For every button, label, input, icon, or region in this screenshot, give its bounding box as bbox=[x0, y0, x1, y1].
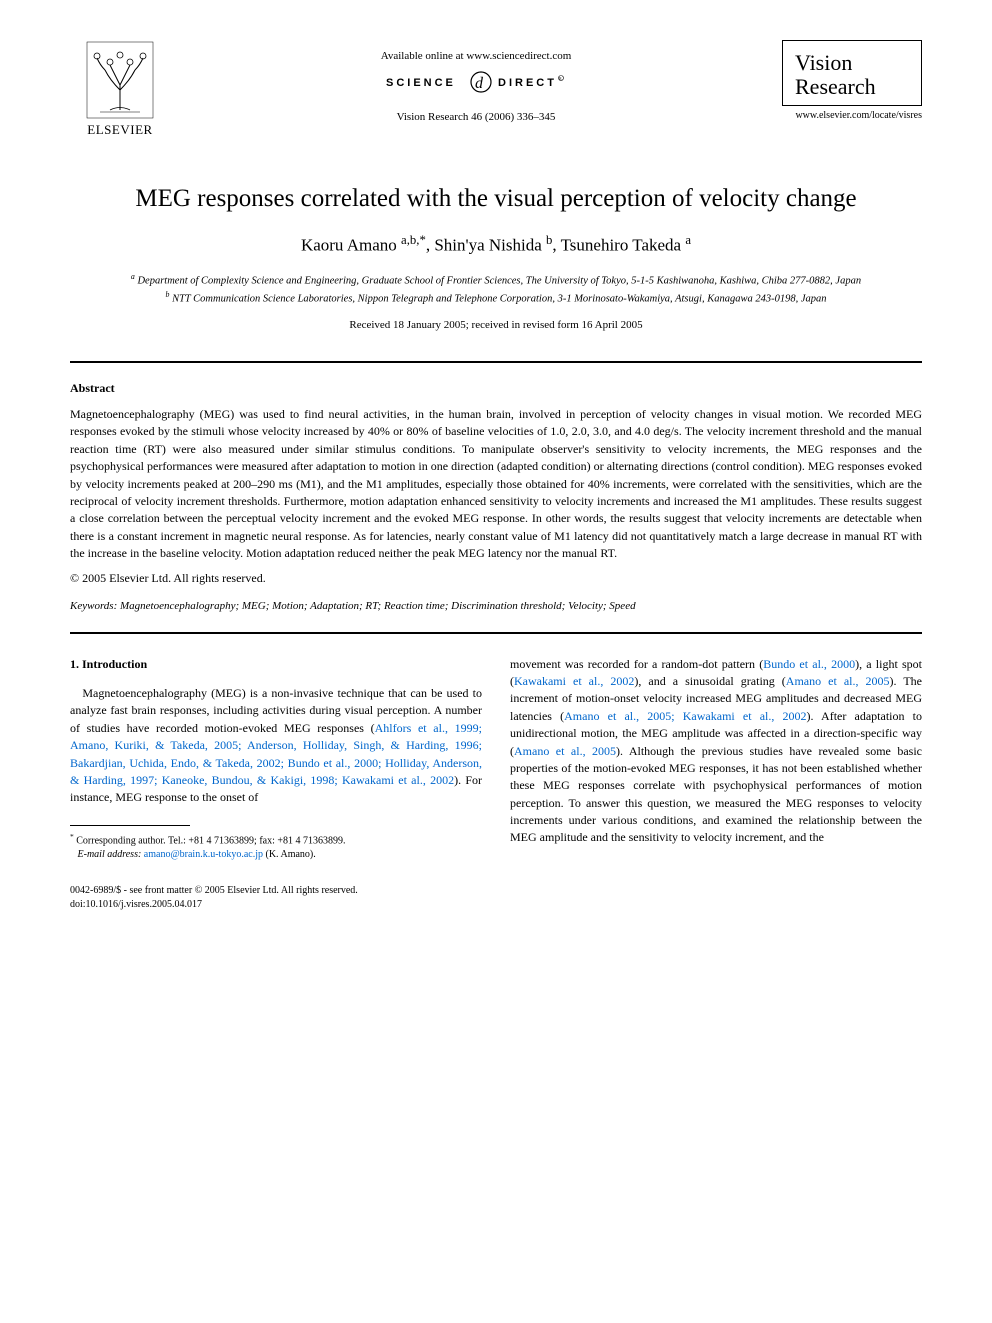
svg-text:R: R bbox=[559, 76, 562, 81]
corresponding-author-block: * Corresponding author. Tel.: +81 4 7136… bbox=[70, 832, 482, 862]
abstract-text: Magnetoencephalography (MEG) was used to… bbox=[70, 406, 922, 563]
available-online-text: Available online at www.sciencedirect.co… bbox=[170, 50, 782, 62]
c2-t3: ), and a sinusoidal grating ( bbox=[634, 674, 785, 688]
article-title: MEG responses correlated with the visual… bbox=[70, 185, 922, 213]
author-1: Kaoru Amano bbox=[301, 236, 401, 255]
intro-paragraph-left: Magnetoencephalography (MEG) is a non-in… bbox=[70, 685, 482, 807]
science-direct-logo: SCIENCE d DIRECT R bbox=[170, 70, 782, 99]
keywords-label: Keywords: bbox=[70, 600, 117, 612]
elsevier-tree-icon bbox=[85, 40, 155, 120]
received-dates: Received 18 January 2005; received in re… bbox=[70, 319, 922, 331]
center-header: Available online at www.sciencedirect.co… bbox=[170, 40, 782, 123]
svg-text:DIRECT: DIRECT bbox=[498, 77, 557, 89]
c2-r5[interactable]: Amano et al., 2005 bbox=[514, 744, 616, 758]
intro-paragraph-right: movement was recorded for a random-dot p… bbox=[510, 656, 922, 847]
keywords-line: Keywords: Magnetoencephalography; MEG; M… bbox=[70, 600, 922, 612]
email-label: E-mail address: bbox=[78, 849, 142, 860]
publisher-logo: ELSEVIER bbox=[70, 40, 170, 150]
author-3-sup: a bbox=[685, 233, 691, 247]
two-column-body: 1. Introduction Magnetoencephalography (… bbox=[70, 656, 922, 912]
header-row: ELSEVIER Available online at www.science… bbox=[70, 40, 922, 150]
journal-reference: Vision Research 46 (2006) 336–345 bbox=[170, 111, 782, 123]
journal-name-box: Vision Research bbox=[782, 40, 922, 106]
svg-text:SCIENCE: SCIENCE bbox=[386, 77, 456, 89]
author-2: , Shin'ya Nishida bbox=[426, 236, 546, 255]
affil-b-text: NTT Communication Science Laboratories, … bbox=[169, 293, 826, 304]
affil-a-text: Department of Complexity Science and Eng… bbox=[135, 275, 861, 286]
right-column: movement was recorded for a random-dot p… bbox=[510, 656, 922, 912]
abstract-heading: Abstract bbox=[70, 381, 922, 396]
c2-r3[interactable]: Amano et al., 2005 bbox=[786, 674, 890, 688]
c2-t1: movement was recorded for a random-dot p… bbox=[510, 657, 763, 671]
abstract-copyright: © 2005 Elsevier Ltd. All rights reserved… bbox=[70, 571, 922, 586]
c2-r1[interactable]: Bundo et al., 2000 bbox=[763, 657, 855, 671]
corresponding-text: Corresponding author. Tel.: +81 4 713638… bbox=[74, 835, 346, 846]
journal-name-line2: Research bbox=[795, 75, 909, 99]
issn-line: 0042-6989/$ - see front matter © 2005 El… bbox=[70, 884, 482, 898]
svg-text:d: d bbox=[475, 75, 484, 92]
email-link[interactable]: amano@brain.k.u-tokyo.ac.jp bbox=[141, 849, 263, 860]
email-post: (K. Amano). bbox=[263, 849, 316, 860]
authors-line: Kaoru Amano a,b,*, Shin'ya Nishida b, Ts… bbox=[70, 233, 922, 256]
publisher-name: ELSEVIER bbox=[87, 122, 152, 138]
keywords-text: Magnetoencephalography; MEG; Motion; Ada… bbox=[117, 600, 635, 612]
journal-url: www.elsevier.com/locate/visres bbox=[782, 110, 922, 121]
doi-line: doi:10.1016/j.visres.2005.04.017 bbox=[70, 898, 482, 912]
bottom-info: 0042-6989/$ - see front matter © 2005 El… bbox=[70, 884, 482, 912]
left-column: 1. Introduction Magnetoencephalography (… bbox=[70, 656, 482, 912]
footnote-divider bbox=[70, 825, 190, 826]
journal-name-line1: Vision bbox=[795, 51, 909, 75]
corresponding-line: * Corresponding author. Tel.: +81 4 7136… bbox=[70, 832, 482, 848]
introduction-heading: 1. Introduction bbox=[70, 656, 482, 673]
divider-top bbox=[70, 361, 922, 363]
c2-r4[interactable]: Amano et al., 2005; Kawakami et al., 200… bbox=[564, 709, 806, 723]
author-3: , Tsunehiro Takeda bbox=[552, 236, 685, 255]
affiliation-b: b NTT Communication Science Laboratories… bbox=[70, 289, 922, 307]
affiliation-a: a Department of Complexity Science and E… bbox=[70, 271, 922, 289]
c2-t6: ). Although the previous studies have re… bbox=[510, 744, 922, 845]
affiliations-block: a Department of Complexity Science and E… bbox=[70, 271, 922, 307]
author-1-sup: a,b,* bbox=[401, 233, 426, 247]
c2-r2[interactable]: Kawakami et al., 2002 bbox=[514, 674, 634, 688]
email-line: E-mail address: amano@brain.k.u-tokyo.ac… bbox=[70, 848, 482, 862]
journal-brand-block: Vision Research www.elsevier.com/locate/… bbox=[782, 40, 922, 121]
divider-bottom bbox=[70, 632, 922, 634]
